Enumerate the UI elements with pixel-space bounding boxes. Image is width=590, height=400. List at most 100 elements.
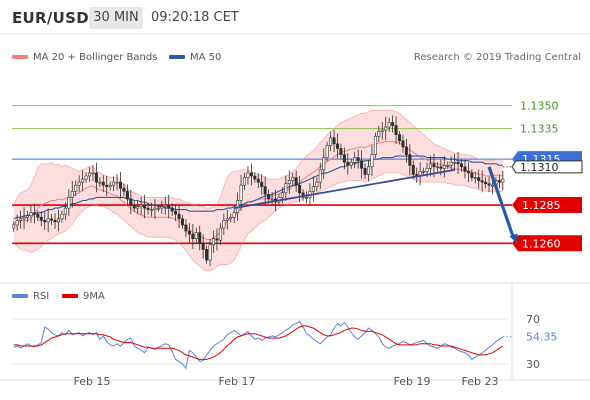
candle-body — [187, 230, 191, 235]
candle-body — [287, 180, 291, 184]
candle-body — [291, 177, 295, 181]
candle-body — [422, 171, 426, 173]
candle-body — [298, 184, 302, 194]
legend-ma20: MA 20 + Bollinger Bands — [12, 52, 157, 63]
candle-body — [191, 233, 195, 240]
candle-body — [497, 180, 501, 183]
candle-body — [501, 178, 505, 183]
candle-body — [177, 213, 181, 220]
candle-body — [270, 198, 274, 201]
candle-body — [229, 216, 233, 220]
candle-body — [105, 184, 109, 188]
x-tick-label: Feb 19 — [394, 375, 431, 388]
candle-body — [122, 187, 126, 192]
candle-body — [174, 210, 178, 215]
candle-body — [25, 215, 29, 218]
candle-body — [477, 177, 481, 181]
candle-body — [411, 164, 415, 175]
candle-body — [284, 183, 288, 194]
bollinger-band-area — [13, 110, 503, 271]
candle-body — [74, 184, 78, 192]
candle-body — [170, 207, 174, 212]
candle-body — [384, 126, 388, 131]
rsi-line — [13, 320, 504, 370]
x-tick-label: Feb 15 — [74, 375, 111, 388]
candle-body — [160, 206, 164, 209]
candle-body — [212, 238, 216, 246]
candle-body — [459, 163, 463, 168]
candle-body — [50, 218, 54, 221]
rsi-ma9-line — [13, 325, 504, 360]
candle-body — [377, 131, 381, 137]
candle-body — [432, 163, 436, 168]
candle-body — [115, 181, 119, 184]
candle-body — [335, 143, 339, 149]
candle-body — [225, 218, 229, 221]
timestamp: 09:20:18 CET — [151, 10, 239, 25]
candle-body — [490, 184, 494, 187]
ma20-line — [13, 141, 503, 240]
chart-header: EUR/USD 30 MIN 09:20:18 CET — [0, 0, 590, 34]
candle-body — [346, 161, 350, 166]
candle-body — [473, 177, 477, 179]
copyright-note: Research © 2019 Trading Central — [413, 52, 581, 63]
candle-body — [19, 218, 23, 221]
timeframe-button[interactable]: 30 MIN — [89, 7, 143, 29]
candle-body — [363, 168, 367, 175]
candle-body — [387, 122, 391, 128]
rsi-tick-70: 70 — [526, 313, 540, 326]
candle-body — [246, 172, 250, 178]
candle-body — [60, 213, 64, 220]
candle-body — [439, 166, 443, 169]
candle-body — [29, 212, 33, 217]
level-tag-1.1260 — [512, 235, 582, 252]
candle-body — [129, 198, 133, 206]
candle-body — [43, 220, 47, 223]
rsi-panel: 70 30 54.35 — [12, 313, 558, 371]
candle-body — [256, 178, 260, 183]
candle-body — [77, 181, 81, 186]
candle-body — [332, 137, 336, 145]
candle-body — [366, 166, 370, 175]
level-tag-1.1285 — [512, 197, 582, 214]
x-tick-label: Feb 23 — [462, 375, 499, 388]
bollinger-bands — [13, 110, 503, 271]
candle-body — [322, 157, 326, 171]
candle-body — [239, 184, 243, 201]
candle-body — [46, 218, 50, 223]
candle-body — [63, 207, 67, 215]
candle-body — [208, 244, 212, 261]
candle-body — [153, 207, 157, 210]
candle-body — [232, 212, 236, 218]
candle-body — [184, 224, 188, 232]
level-label-1.1260: 1.1260 — [522, 237, 561, 250]
candle-body — [67, 197, 71, 209]
candle-body — [32, 212, 36, 215]
candle-body — [253, 175, 257, 180]
rsi-tick-30: 30 — [526, 358, 540, 371]
level-label-1.1285: 1.1285 — [522, 199, 561, 212]
candle-body — [56, 218, 60, 223]
candle-body — [311, 186, 315, 192]
candle-body — [108, 184, 112, 188]
candle-body — [466, 171, 470, 174]
candle-body — [353, 157, 357, 163]
candle-body — [260, 181, 264, 188]
symbol-label: EUR/USD — [12, 9, 89, 27]
candle-body — [325, 145, 329, 158]
candle-body — [442, 164, 446, 169]
candle-body — [167, 204, 171, 209]
annotations: 1.1310 — [234, 160, 583, 244]
candle-body — [380, 129, 384, 132]
candle-body — [70, 190, 74, 198]
x-tick-label: Feb 17 — [219, 375, 256, 388]
candle-body — [446, 164, 450, 167]
candle-body — [456, 161, 460, 165]
ma20-swatch — [12, 55, 28, 59]
candle-body — [397, 134, 401, 142]
candle-body — [12, 224, 16, 229]
ma50-line — [13, 155, 503, 220]
ma9-label: 9MA — [83, 291, 105, 302]
candle-body — [201, 242, 205, 250]
